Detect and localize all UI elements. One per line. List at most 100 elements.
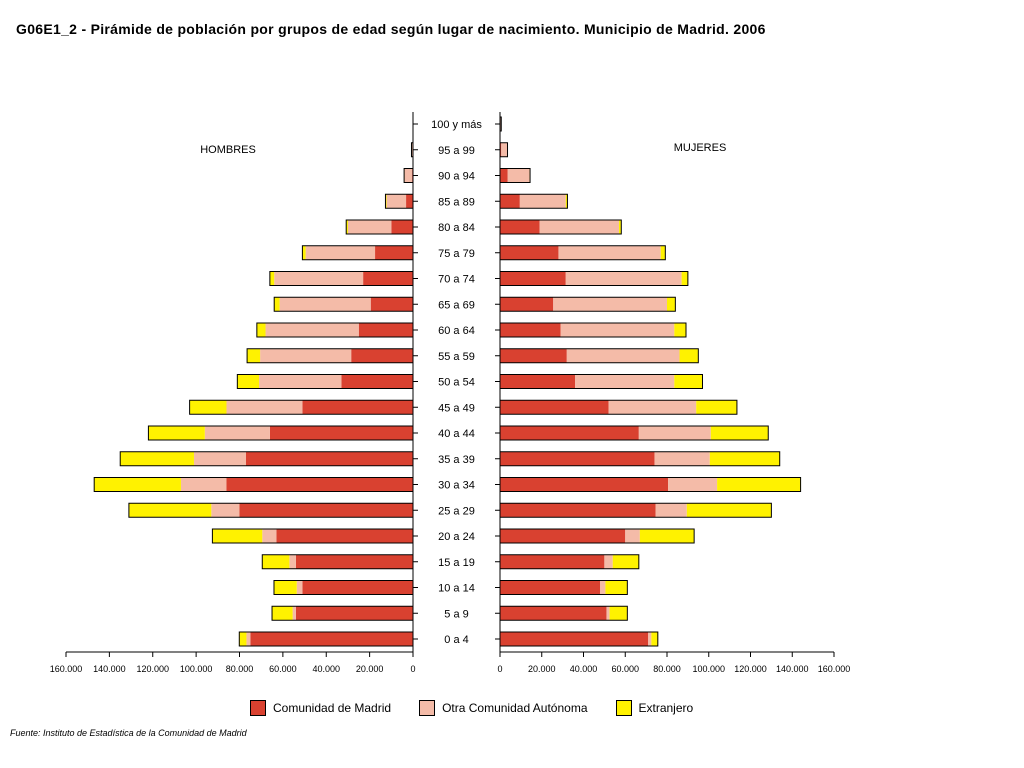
bar-mujeres-extranjero-0-a-4 (651, 632, 658, 646)
bar-mujeres-madrid-10-a-14 (500, 580, 601, 595)
bar-mujeres-madrid-40-a-44 (500, 426, 639, 440)
bar-mujeres-otra-70-a-74 (565, 271, 682, 286)
left-side-label: HOMBRES (200, 144, 256, 156)
xtick-label-left-0: 160.000 (50, 664, 83, 674)
bar-mujeres-madrid-55-a-59 (500, 348, 567, 363)
bar-mujeres-otra-50-a-54 (575, 374, 675, 389)
age-label-0-a-4: 0 a 4 (444, 634, 468, 646)
bar-mujeres-madrid-15-a-19 (500, 554, 605, 569)
bar-hombres-madrid-50-a-54 (341, 374, 413, 389)
bar-mujeres-extranjero-50-a-54 (674, 374, 703, 389)
age-label-70-a-74: 70 a 74 (438, 274, 475, 286)
bar-hombres-otra-15-a-19 (289, 554, 296, 569)
bar-hombres-madrid-40-a-44 (269, 426, 413, 440)
age-label-30-a-34: 30 a 34 (438, 480, 475, 492)
bar-mujeres-extranjero-5-a-9 (609, 606, 628, 621)
bar-hombres-madrid-70-a-74 (363, 271, 413, 286)
xtick-label-right-2: 40.000 (570, 664, 598, 674)
xtick-label-right-5: 100.000 (692, 664, 725, 674)
xtick-label-left-6: 40.000 (312, 664, 340, 674)
bar-mujeres-madrid-45-a-49 (500, 400, 609, 415)
bar-hombres-otra-60-a-64 (265, 323, 359, 337)
bar-hombres-otra-70-a-74 (274, 271, 364, 286)
right-side-label: MUJERES (674, 142, 727, 154)
xtick-label-right-3: 60.000 (611, 664, 639, 674)
age-label-60-a-64: 60 a 64 (438, 325, 475, 337)
age-label-85-a-89: 85 a 89 (438, 196, 475, 208)
legend-item-extranjero: Extranjero (615, 700, 693, 716)
bar-hombres-extranjero-5-a-9 (272, 606, 293, 621)
bar-mujeres-extranjero-35-a-39 (709, 451, 780, 466)
bar-mujeres-otra-80-a-84 (539, 220, 619, 234)
bar-mujeres-madrid-30-a-34 (500, 477, 669, 492)
bar-hombres-extranjero-55-a-59 (247, 348, 261, 363)
age-label-20-a-24: 20 a 24 (438, 531, 475, 543)
bar-hombres-otra-80-a-84 (347, 220, 392, 234)
age-label-15-a-19: 15 a 19 (438, 557, 475, 569)
bar-mujeres-otra-55-a-59 (566, 348, 680, 363)
bar-mujeres-madrid-95-a-99 (500, 142, 502, 157)
legend-item-madrid: Comunidad de Madrid (250, 700, 391, 716)
bar-mujeres-madrid-60-a-64 (500, 323, 561, 337)
bar-mujeres-extranjero-85-a-89 (565, 194, 568, 209)
bar-mujeres-madrid-90-a-94 (500, 168, 508, 183)
xtick-label-right-6: 120.000 (734, 664, 767, 674)
legend-label-madrid: Comunidad de Madrid (273, 701, 392, 715)
bar-mujeres-extranjero-70-a-74 (681, 271, 688, 286)
age-label-25-a-29: 25 a 29 (438, 505, 475, 517)
legend-label-otra: Otra Comunidad Autónoma (442, 701, 588, 715)
age-label-50-a-54: 50 a 54 (438, 377, 475, 389)
bar-mujeres-madrid-50-a-54 (500, 374, 576, 389)
bar-hombres-madrid-60-a-64 (358, 323, 413, 337)
bar-mujeres-madrid-0-a-4 (500, 632, 649, 646)
bar-hombres-madrid-5-a-9 (295, 606, 413, 621)
bar-mujeres-otra-20-a-24 (625, 529, 640, 543)
bar-mujeres-extranjero-45-a-49 (696, 400, 737, 415)
bar-mujeres-madrid-70-a-74 (500, 271, 566, 286)
bar-hombres-extranjero-80-a-84 (346, 220, 348, 234)
bar-mujeres-otra-85-a-89 (519, 194, 566, 209)
bar-mujeres-madrid-85-a-89 (500, 194, 520, 209)
bar-hombres-otra-50-a-54 (259, 374, 342, 389)
age-label-65-a-69: 65 a 69 (438, 299, 475, 311)
xtick-label-left-4: 80.000 (226, 664, 254, 674)
bar-hombres-madrid-30-a-34 (226, 477, 413, 492)
bar-mujeres-otra-10-a-14 (600, 580, 606, 595)
legend-swatch-otra (419, 700, 436, 716)
xtick-label-left-5: 60.000 (269, 664, 297, 674)
source-note: Fuente: Instituto de Estadística de la C… (10, 728, 247, 738)
bar-mujeres-otra-60-a-64 (560, 323, 675, 337)
bar-hombres-otra-85-a-89 (386, 194, 407, 209)
bar-mujeres-extranjero-65-a-69 (667, 297, 676, 312)
bar-mujeres-otra-5-a-9 (606, 606, 610, 621)
age-label-45-a-49: 45 a 49 (438, 402, 475, 414)
legend-item-otra: Otra Comunidad Autónoma (419, 700, 588, 716)
bar-mujeres-madrid-20-a-24 (500, 529, 626, 543)
bar-hombres-otra-45-a-49 (226, 400, 303, 415)
bar-mujeres-extranjero-30-a-34 (717, 477, 801, 492)
bar-mujeres-otra-75-a-79 (558, 245, 661, 260)
age-label-55-a-59: 55 a 59 (438, 351, 475, 363)
bar-mujeres-madrid-75-a-79 (500, 245, 559, 260)
bar-mujeres-extranjero-40-a-44 (710, 426, 769, 440)
bar-hombres-otra-25-a-29 (211, 503, 240, 518)
age-label-100-y-más: 100 y más (431, 119, 482, 131)
age-label-95-a-99: 95 a 99 (438, 145, 475, 157)
age-label-80-a-84: 80 a 84 (438, 222, 475, 234)
bar-mujeres-extranjero-15-a-19 (612, 554, 639, 569)
bar-mujeres-madrid-25-a-29 (500, 503, 656, 518)
bar-mujeres-otra-0-a-4 (648, 632, 652, 646)
bar-hombres-extranjero-25-a-29 (128, 503, 212, 518)
bar-hombres-extranjero-40-a-44 (148, 426, 205, 440)
bar-hombres-otra-55-a-59 (260, 348, 352, 363)
bar-hombres-extranjero-20-a-24 (212, 529, 263, 543)
legend: Comunidad de Madrid Otra Comunidad Autón… (250, 700, 721, 716)
bar-hombres-extranjero-60-a-64 (256, 323, 266, 337)
xtick-label-left-3: 100.000 (180, 664, 213, 674)
bar-mujeres-madrid-5-a-9 (500, 606, 607, 621)
bar-hombres-otra-95-a-99 (411, 142, 413, 157)
xtick-label-right-7: 140.000 (776, 664, 809, 674)
xtick-label-right-0: 0 (497, 664, 502, 674)
bar-mujeres-extranjero-60-a-64 (674, 323, 686, 337)
bar-mujeres-otra-90-a-94 (507, 168, 530, 183)
